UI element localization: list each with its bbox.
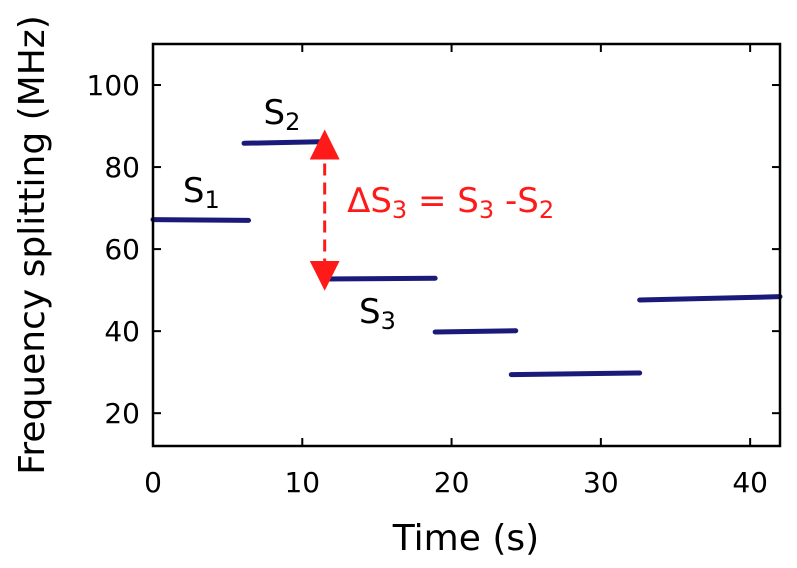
data-segment-4 [432, 328, 519, 335]
y-tick-label: 20 [104, 397, 140, 430]
y-tick-label: 40 [104, 315, 140, 348]
y-tick-label: 100 [87, 69, 140, 102]
x-axis-label: Time (s) [392, 518, 539, 559]
step-label-s1: S1 [183, 171, 220, 214]
y-tick-label: 80 [104, 151, 140, 184]
x-tick-label: 20 [434, 466, 470, 499]
x-tick-label: 40 [732, 466, 768, 499]
plot-frame [151, 42, 782, 448]
y-axis-ticks: 20 40 60 80 100 [87, 69, 780, 430]
y-tick-label: 60 [104, 233, 140, 266]
step-label-s3: S3 [359, 292, 396, 335]
data-segment-1 [150, 217, 252, 223]
delta-equation: ΔS3 = S3 -S2 [347, 181, 554, 224]
data-segment-2 [241, 139, 329, 146]
data-segment-3 [320, 275, 438, 282]
step-label-s2: S2 [263, 93, 300, 136]
x-tick-label: 10 [284, 466, 320, 499]
x-axis-ticks: 0 10 20 30 40 [144, 44, 768, 499]
y-axis-label: Frequency splitting (MHz) [12, 15, 53, 475]
data-segment-5 [508, 370, 643, 378]
x-tick-label: 30 [583, 466, 619, 499]
x-tick-label: 0 [144, 466, 162, 499]
data-segment-6 [637, 294, 783, 303]
